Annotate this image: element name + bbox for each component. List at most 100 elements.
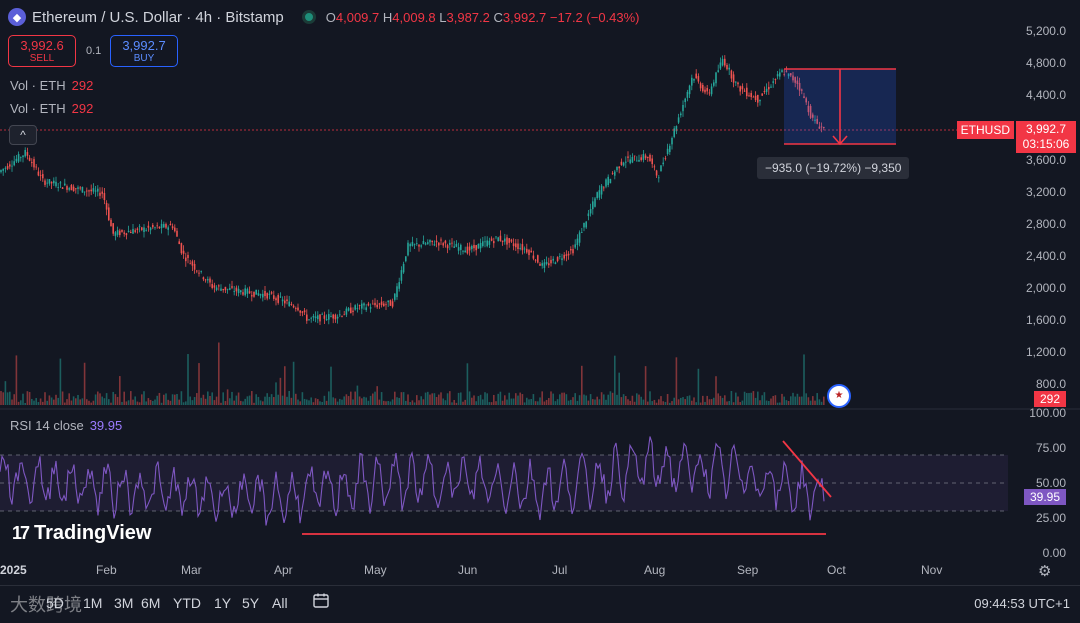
- candle-body: [112, 223, 114, 234]
- volume-bar: [46, 400, 48, 405]
- volume-bar: [761, 395, 763, 405]
- bar-countdown: 03:15:06: [1022, 137, 1070, 151]
- candle-body: [702, 84, 704, 92]
- candle-body: [374, 302, 376, 306]
- candle-body: [22, 155, 24, 158]
- candle-body: [482, 241, 484, 247]
- timeframe-1m[interactable]: 1M: [83, 595, 103, 611]
- rsi-legend[interactable]: RSI 14 close 39.95: [10, 418, 123, 433]
- volume-bar: [79, 399, 81, 405]
- volume-bar: [237, 392, 240, 405]
- clock[interactable]: 09:44:53 UTC+1: [974, 596, 1070, 611]
- volume-bar: [585, 395, 587, 405]
- volume-bar: [803, 354, 805, 405]
- candle-body: [48, 179, 51, 184]
- us-event-flag-icon[interactable]: ★: [827, 384, 851, 408]
- candle-body: [636, 160, 638, 162]
- volume-legend[interactable]: Vol · ETH 292: [10, 78, 94, 93]
- volume-bar: [796, 393, 799, 405]
- candle-body: [182, 250, 185, 254]
- volume-bar: [706, 395, 708, 405]
- volume-bar: [633, 401, 636, 405]
- time-axis-label: Mar: [181, 563, 202, 577]
- candle-body: [779, 72, 781, 77]
- candle-body: [603, 187, 605, 189]
- candle-body: [532, 255, 535, 259]
- volume-bar: [191, 400, 194, 405]
- candle-body: [431, 240, 433, 243]
- volume-bar: [90, 402, 92, 405]
- volume-bar: [275, 382, 277, 405]
- timeframe-ytd[interactable]: YTD: [173, 595, 201, 611]
- volume-bar: [13, 394, 15, 405]
- volume-bar: [680, 397, 682, 405]
- symbol-title[interactable]: Ethereum / U.S. Dollar · 4h · Bitstamp: [32, 8, 284, 26]
- volume-bar: [389, 401, 392, 405]
- volume-bar: [145, 401, 147, 405]
- sell-button[interactable]: 3,992.6 SELL: [8, 35, 76, 67]
- volume-bar: [677, 399, 680, 405]
- candle-body: [748, 95, 750, 97]
- volume-bar: [24, 402, 26, 405]
- candle-body: [57, 187, 59, 188]
- candle-body: [90, 189, 92, 192]
- volume-bar: [26, 391, 29, 405]
- collapse-legend-button[interactable]: ^: [9, 125, 37, 145]
- volume-bar: [801, 396, 803, 405]
- volume-bar: [460, 392, 462, 405]
- volume-bar: [125, 401, 128, 405]
- volume-bar: [763, 392, 766, 405]
- volume-bar: [55, 394, 57, 405]
- time-axis-label: Jul: [552, 563, 568, 577]
- timeframe-3m[interactable]: 3M: [114, 595, 134, 611]
- volume-bar: [319, 401, 321, 405]
- candle-body: [460, 244, 462, 250]
- candle-body: [202, 277, 205, 280]
- buy-button[interactable]: 3,992.7 BUY: [110, 35, 178, 67]
- date-range-icon[interactable]: [312, 592, 330, 610]
- candle-body: [710, 86, 713, 95]
- volume-bar: [776, 402, 779, 405]
- volume-bar: [70, 400, 73, 405]
- timeframe-6m[interactable]: 6M: [141, 595, 161, 611]
- timeframe-all[interactable]: All: [272, 595, 288, 611]
- volume-bar: [356, 385, 359, 405]
- volume-bar: [746, 393, 748, 405]
- timeframe-5d[interactable]: 5D: [46, 595, 64, 611]
- candle-body: [121, 229, 123, 232]
- volume-bar: [215, 396, 218, 405]
- volume-bar: [123, 391, 125, 405]
- volume-bar: [523, 402, 526, 405]
- volume-bar: [750, 392, 752, 405]
- candle-body: [286, 299, 288, 301]
- volume-bar: [581, 365, 583, 405]
- candle-body: [257, 293, 260, 296]
- volume-bar: [218, 342, 220, 405]
- candle-body: [781, 70, 783, 73]
- candle-body: [330, 316, 332, 317]
- volume-bar: [176, 393, 178, 405]
- candle-body: [253, 291, 255, 297]
- timeframe-5y[interactable]: 5Y: [242, 595, 260, 611]
- volume-legend[interactable]: Vol · ETH 292: [10, 101, 94, 116]
- axis-settings-icon[interactable]: ⚙: [1038, 563, 1052, 580]
- candle-body: [796, 80, 799, 84]
- volume-bar: [475, 401, 477, 405]
- volume-bar: [211, 392, 213, 405]
- candle-body: [543, 262, 546, 269]
- candle-body: [378, 303, 381, 305]
- candle-body: [537, 255, 539, 263]
- volume-bar: [545, 399, 548, 405]
- volume-bar: [812, 396, 814, 405]
- candle-body: [768, 86, 770, 90]
- candle-body: [244, 288, 246, 296]
- candle-body: [629, 159, 631, 164]
- volume-bar: [464, 399, 466, 405]
- timeframe-1y[interactable]: 1Y: [214, 595, 232, 611]
- candle-body: [449, 242, 451, 245]
- volume-bar: [572, 397, 574, 405]
- volume-bar: [363, 396, 365, 405]
- candle-body: [301, 311, 304, 313]
- chart-canvas[interactable]: [0, 0, 1080, 585]
- volume-bar: [303, 398, 306, 405]
